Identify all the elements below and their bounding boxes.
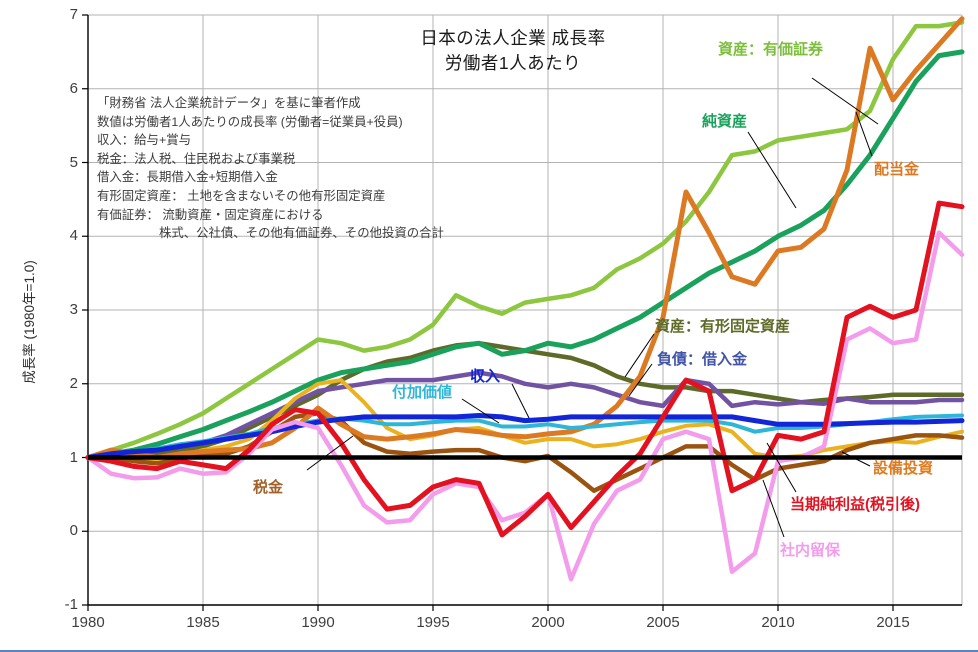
y-tick-label: 3	[69, 301, 78, 318]
note-line: 借入金：長期借入金+短期借入金	[97, 170, 278, 185]
x-tick-label: 1985	[186, 614, 220, 631]
chart-title: 日本の法人企業 成長率 労働者1人あたり	[388, 26, 638, 76]
leader-line-capex	[841, 451, 871, 467]
y-tick-label: 7	[69, 6, 78, 23]
y-tick-label: 4	[69, 227, 78, 245]
series-label-retained-earnings: 社内留保	[780, 542, 841, 559]
series-label-securities-assets: 資産：有価証券	[718, 41, 824, 58]
x-tick-label: 1980	[71, 614, 105, 631]
leader-line-net-profit	[766, 442, 797, 493]
x-tick-label: 2005	[646, 614, 680, 631]
note-line: 数値は労働者1人あたりの成長率 (労働者=従業員+役員)	[97, 114, 403, 129]
series-label-net-assets: 純資産	[702, 113, 748, 130]
leader-line-retained-earnings	[762, 479, 785, 538]
leader-line-borrowings	[628, 363, 653, 397]
window-border-bottom	[0, 650, 978, 652]
series-label-taxes: 税金	[253, 479, 284, 496]
leader-line-income	[511, 383, 530, 419]
leader-line-net-assets	[747, 131, 797, 209]
chart-title-line1: 日本の法人企業 成長率	[420, 28, 606, 48]
leader-line-value-added	[461, 398, 500, 424]
y-tick-label: 1	[69, 448, 78, 466]
series-label-tangible-fixed-assets: 資産：有形固定資産	[655, 318, 791, 335]
y-tick-label: 2	[69, 374, 78, 392]
note-line: 有形固定資産： 土地を含まないその他有形固定資産	[97, 188, 386, 203]
y-tick-label: 0	[69, 522, 78, 540]
note-line: 有価証券： 流動資産・固定資産における	[97, 207, 324, 222]
y-tick-label: 6	[69, 79, 78, 97]
x-tick-label: 1995	[416, 614, 450, 631]
series-line-dividends	[85, 16, 965, 460]
series-label-borrowings: 負債：借入金	[657, 351, 748, 368]
series-line-income	[85, 413, 965, 460]
y-tick-label: 5	[69, 153, 78, 171]
series-label-value-added: 付加価値	[392, 384, 453, 401]
note-line: 収入：給与+賞与	[97, 133, 191, 148]
note-line: 株式、公社債、その他有価証券、その他投資の合計	[97, 226, 444, 241]
series-label-capex: 設備投資	[873, 460, 934, 477]
x-tick-label: 1990	[301, 614, 335, 631]
x-tick-label: 2000	[531, 614, 565, 631]
series-line-retained-earnings	[85, 230, 965, 582]
series-line-securities-assets	[85, 20, 965, 460]
x-tick-label: 2010	[761, 614, 795, 631]
leader-line-tangible-fixed-assets	[624, 333, 655, 378]
source-notes: 「財務省 法人企業統計データ」を基に筆者作成数値は労働者1人あたりの成長率 (労…	[97, 94, 444, 243]
series-label-dividends: 配当金	[874, 161, 920, 178]
x-tick-label: 2015	[876, 614, 910, 631]
series-line-borrowings	[85, 370, 965, 460]
note-line: 税金：法人税、住民税および事業税	[97, 151, 296, 166]
note-line: 「財務省 法人企業統計データ」を基に筆者作成	[97, 96, 361, 110]
leader-line-securities-assets	[811, 77, 879, 125]
series-label-net-profit: 当期純利益(税引後)	[790, 496, 920, 513]
leader-line-dividends	[855, 111, 873, 157]
leader-line-taxes	[306, 435, 354, 471]
series-label-income: 収入	[470, 368, 501, 385]
chart-title-line2: 労働者1人あたり	[444, 53, 582, 73]
series-line-net-assets	[85, 49, 965, 460]
y-tick-label: -1	[64, 596, 78, 613]
y-axis-title: 成長率 (1980年=1.0)	[22, 260, 37, 384]
series-line-net-profit	[85, 200, 965, 538]
